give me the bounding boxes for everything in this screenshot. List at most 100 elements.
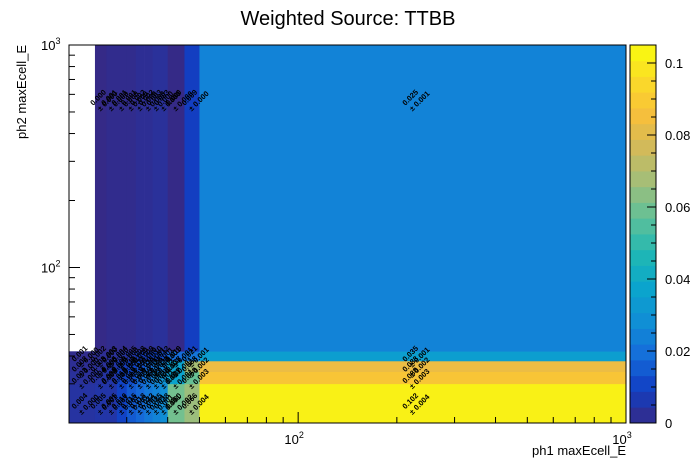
heatmap-cell bbox=[106, 351, 118, 362]
heatmap-cell bbox=[135, 371, 145, 385]
colorbar-segment bbox=[630, 249, 656, 266]
colorbar-segment bbox=[630, 123, 656, 140]
heatmap-cell bbox=[167, 360, 185, 373]
heatmap-cell bbox=[152, 371, 161, 385]
heatmap-cell bbox=[199, 371, 627, 385]
colorbar-segment bbox=[630, 45, 656, 62]
colorbar-segment bbox=[630, 281, 656, 298]
heatmap-cell bbox=[167, 351, 185, 362]
heatmap-cell bbox=[94, 351, 107, 362]
heatmap-cell bbox=[184, 371, 200, 385]
heatmap-cell bbox=[144, 383, 153, 424]
heatmap-cell bbox=[69, 351, 96, 362]
heatmap-cell bbox=[106, 383, 118, 424]
colorbar-frame bbox=[629, 44, 657, 424]
chart-title: Weighted Source: TTBB bbox=[241, 8, 456, 30]
heatmap-cells bbox=[69, 45, 627, 424]
colorbar-segment bbox=[630, 265, 656, 282]
heatmap-cell bbox=[135, 351, 145, 362]
heatmap-cell bbox=[126, 371, 137, 385]
colorbar-segment bbox=[630, 360, 656, 377]
colorbar-segment bbox=[630, 375, 656, 392]
heatmap-cell bbox=[152, 360, 161, 373]
heatmap-cell bbox=[167, 383, 185, 424]
colorbar-segment bbox=[630, 407, 656, 424]
colorbar-segment bbox=[630, 155, 656, 172]
heatmap-cell bbox=[135, 383, 145, 424]
heatmap-cell bbox=[152, 351, 161, 362]
colorbar-segment bbox=[630, 76, 656, 93]
colorbar-tick-label: 0.1 bbox=[665, 56, 683, 71]
heatmap-cell bbox=[69, 383, 96, 424]
heatmap-cell bbox=[152, 383, 161, 424]
colorbar-tick-label: 0.04 bbox=[665, 272, 690, 287]
heatmap-cell bbox=[69, 360, 96, 373]
colorbar-segment bbox=[630, 328, 656, 345]
heatmap-cell bbox=[199, 360, 627, 373]
colorbar-segment bbox=[630, 186, 656, 203]
colorbar-segment bbox=[630, 312, 656, 329]
heatmap-cell bbox=[116, 45, 128, 352]
heatmap-cell bbox=[126, 45, 137, 352]
heatmap-cell bbox=[184, 383, 200, 424]
colorbar-segment bbox=[630, 297, 656, 314]
y-tick-label: 102 bbox=[41, 258, 60, 275]
heatmap-cell bbox=[126, 360, 137, 373]
colorbar-segment bbox=[630, 391, 656, 408]
y-axis-title: ph2 maxEcell_E bbox=[14, 45, 29, 139]
heatmap-cell bbox=[199, 351, 627, 362]
colorbar-segment bbox=[630, 139, 656, 156]
x-axis-title: ph1 maxEcell_E bbox=[532, 443, 626, 458]
heatmap-cell bbox=[116, 351, 128, 362]
heatmap-cell bbox=[126, 383, 137, 424]
color-scale-bar: 0 0.02 0.04 0.06 0.08 0.1 bbox=[629, 44, 690, 431]
y-tick-label: 103 bbox=[41, 36, 60, 53]
heatmap-cell bbox=[152, 45, 161, 352]
heatmap-cell bbox=[116, 383, 128, 424]
heatmap-cell bbox=[160, 45, 168, 352]
colorbar-segment bbox=[630, 218, 656, 235]
heatmap-cell bbox=[106, 360, 118, 373]
heatmap-cell bbox=[160, 371, 168, 385]
colorbar-segment bbox=[630, 202, 656, 219]
colorbar-segment bbox=[630, 60, 656, 77]
heatmap-cell bbox=[69, 371, 96, 385]
heatmap-cell bbox=[160, 383, 168, 424]
colorbar-segment bbox=[630, 171, 656, 188]
heatmap-cell bbox=[94, 360, 107, 373]
heatmap-cell bbox=[160, 351, 168, 362]
colorbar-tick-label: 0.06 bbox=[665, 200, 690, 215]
heatmap-cell bbox=[144, 45, 153, 352]
colorbar-tick-label: 0.02 bbox=[665, 344, 690, 359]
heatmap-cell bbox=[94, 45, 107, 352]
colorbar-segment bbox=[630, 92, 656, 109]
heatmap-cell bbox=[135, 45, 145, 352]
x-axis-ticks: 102 103 bbox=[68, 412, 632, 447]
heatmap-cell bbox=[106, 45, 118, 352]
heatmap-cell bbox=[167, 45, 185, 352]
heatmap-cell bbox=[184, 351, 200, 362]
colorbar-tick-label: 0 bbox=[665, 416, 672, 431]
heatmap-cell bbox=[160, 360, 168, 373]
heatmap-cell bbox=[144, 351, 153, 362]
heatmap-cell bbox=[144, 371, 153, 385]
colorbar-segment bbox=[630, 108, 656, 125]
heatmap-cell bbox=[116, 360, 128, 373]
heatmap-cell bbox=[184, 45, 200, 352]
x-tick-label: 102 bbox=[284, 430, 303, 447]
heatmap-cell bbox=[199, 45, 627, 352]
heatmap-cell bbox=[184, 360, 200, 373]
heatmap-cell bbox=[126, 351, 137, 362]
heatmap-cell bbox=[135, 360, 145, 373]
colorbar-tick-label: 0.08 bbox=[665, 128, 690, 143]
heatmap-cell bbox=[106, 371, 118, 385]
heatmap-cell bbox=[94, 371, 107, 385]
heatmap-cell bbox=[199, 383, 627, 424]
colorbar-segment bbox=[630, 234, 656, 251]
heatmap-cell bbox=[144, 360, 153, 373]
heatmap-cell bbox=[167, 371, 185, 385]
heatmap-cell bbox=[94, 383, 107, 424]
heatmap-cell bbox=[116, 371, 128, 385]
